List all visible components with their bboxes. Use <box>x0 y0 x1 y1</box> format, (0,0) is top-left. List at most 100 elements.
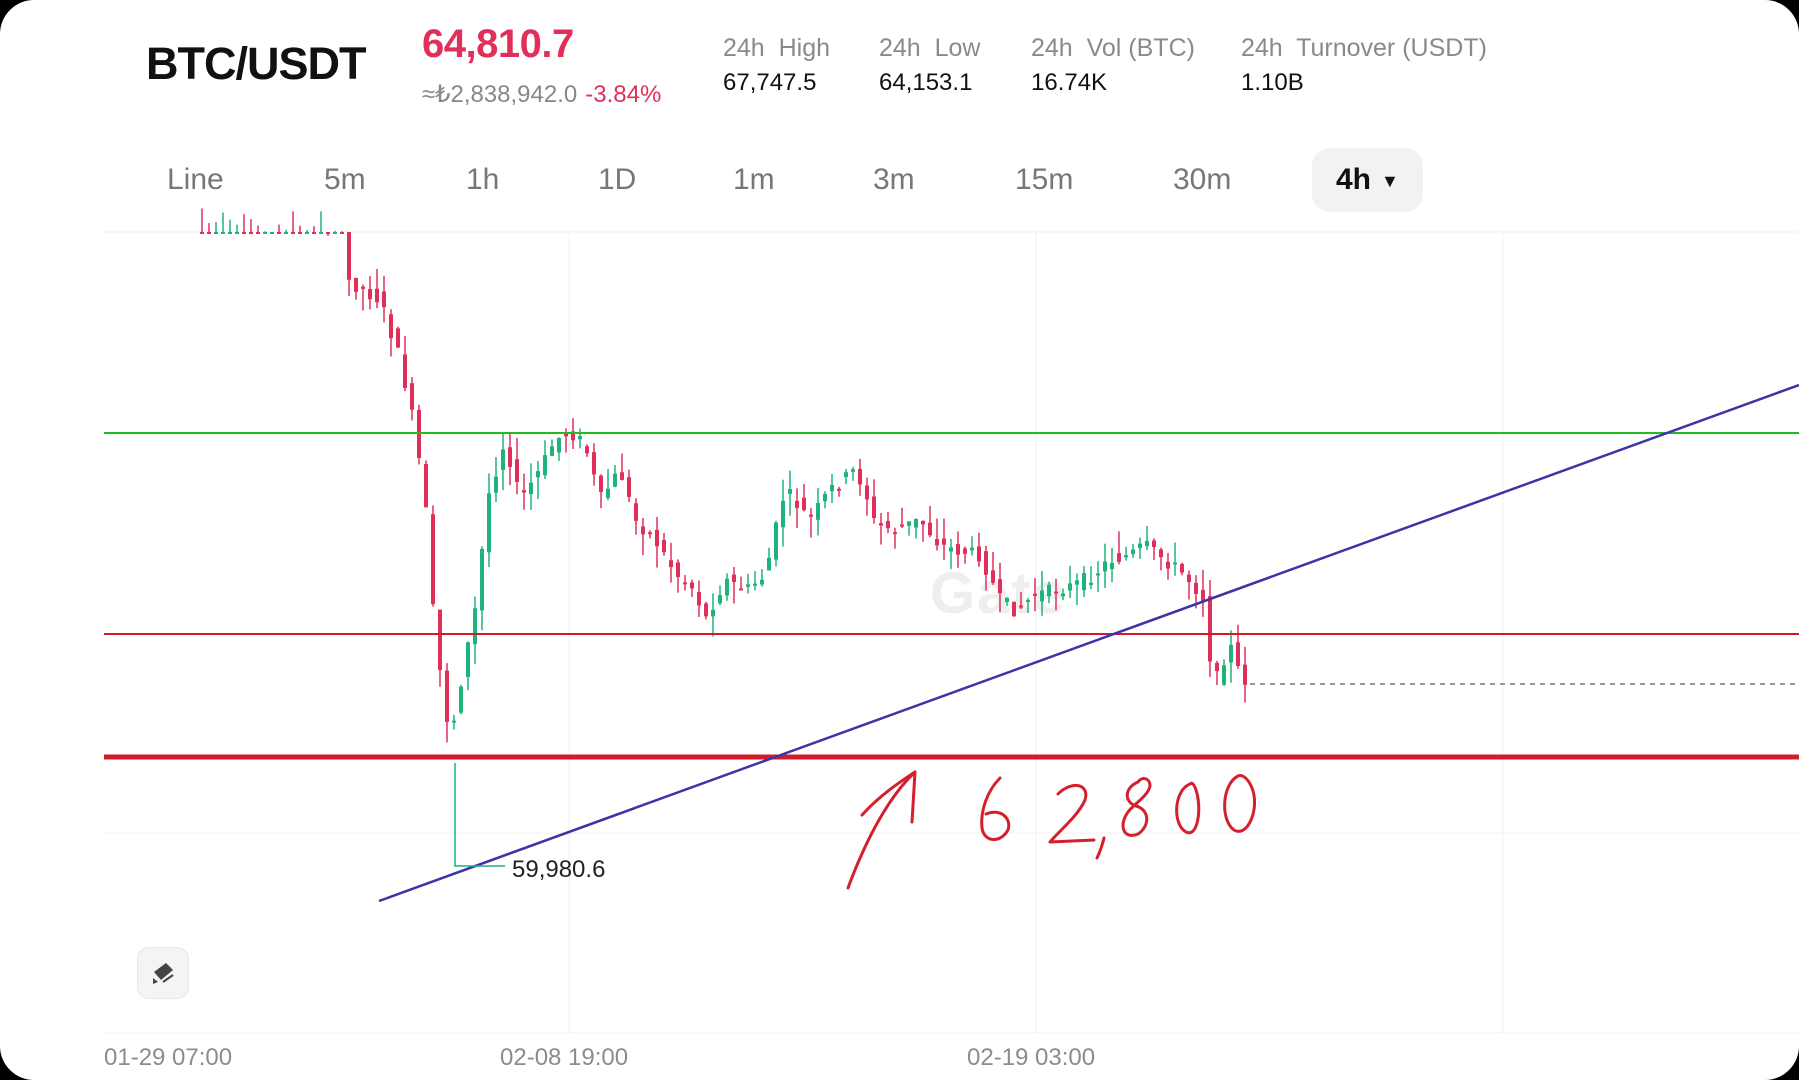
candle-body <box>466 642 470 677</box>
candle-body <box>1131 549 1135 555</box>
candle-body <box>424 464 428 508</box>
tab-5m[interactable]: 5m <box>324 163 366 196</box>
candle-body <box>1075 580 1079 585</box>
stat-label: 24h Low <box>879 34 981 62</box>
candle-body <box>592 452 596 475</box>
candle-body <box>431 514 435 605</box>
candle-body <box>557 438 561 453</box>
candle-body <box>487 493 491 553</box>
candle-body <box>1138 543 1142 549</box>
candle-body <box>1061 593 1065 597</box>
candle-body <box>935 539 939 546</box>
candle-body <box>655 529 659 547</box>
converted-price-row: ≈₺2,838,942.0 -3.84% <box>422 80 661 109</box>
candle-body <box>1019 605 1023 608</box>
candle-body <box>844 472 848 477</box>
candle-body <box>522 490 526 493</box>
candle-body <box>858 468 862 485</box>
tab-1h[interactable]: 1h <box>466 163 500 196</box>
candle-body <box>732 574 736 583</box>
candle-body <box>893 532 897 535</box>
stat-value: 64,153.1 <box>879 69 973 96</box>
candle-body <box>795 500 799 508</box>
candle-body <box>438 609 442 671</box>
candle-body <box>914 519 918 528</box>
candle-body <box>767 557 771 571</box>
tab-4h[interactable]: 4h ▼ <box>1312 148 1423 212</box>
chevron-down-icon: ▼ <box>1381 171 1399 192</box>
stat-label: 24h Turnover (USDT) <box>1241 34 1487 62</box>
tab-15m[interactable]: 15m <box>1015 163 1074 196</box>
candle-body <box>354 277 358 292</box>
stat-value: 67,747.5 <box>723 69 817 96</box>
candle-body <box>879 523 883 526</box>
candle-body <box>648 532 652 535</box>
candle-body <box>830 484 834 492</box>
candle-body <box>207 232 211 234</box>
candle-body <box>326 232 330 234</box>
candle-body <box>865 485 869 500</box>
candle-body <box>1103 561 1107 572</box>
stat-value: 16.74K <box>1031 69 1108 96</box>
tab-30m[interactable]: 30m <box>1173 163 1232 196</box>
tab-4h-label: 4h <box>1336 163 1372 196</box>
candle-body <box>1236 642 1240 666</box>
candle-body <box>389 314 393 339</box>
candle-body <box>403 354 407 388</box>
candle-body <box>382 291 386 308</box>
candle-body <box>1005 597 1009 603</box>
candle-body <box>697 592 701 606</box>
candle-body <box>816 503 820 520</box>
candle-body <box>1026 599 1030 603</box>
candle-body <box>746 584 750 587</box>
x-axis-label: 02-19 03:00 <box>967 1044 1096 1071</box>
timeframe-tabs: Line 5m 1h 1D 1m 3m 15m 30m 4h ▼ <box>0 148 1799 212</box>
handwritten-annotation <box>846 770 1257 890</box>
x-axis-label: 02-08 19:00 <box>500 1044 629 1071</box>
candle-body <box>312 232 316 234</box>
candle-body <box>725 578 729 596</box>
candle-body <box>1180 563 1184 573</box>
candle-body <box>669 560 673 568</box>
candles <box>200 208 1247 743</box>
candle-body <box>599 475 603 492</box>
tab-3m[interactable]: 3m <box>873 163 915 196</box>
tab-1m[interactable]: 1m <box>733 163 775 196</box>
candle-body <box>739 588 743 591</box>
candle-body <box>473 608 477 645</box>
candle-body <box>613 473 617 487</box>
candle-body <box>571 431 575 441</box>
tab-1d[interactable]: 1D <box>598 163 637 196</box>
candle-body <box>1082 573 1086 591</box>
candle-body <box>711 609 715 617</box>
candle-body <box>277 232 281 234</box>
stat-label: 24h Vol (BTC) <box>1031 34 1195 62</box>
candle-body <box>683 582 687 585</box>
candle-body <box>536 471 540 478</box>
candle-body <box>1047 584 1051 597</box>
candle-body <box>1117 553 1121 562</box>
candle-body <box>753 583 757 586</box>
candle-body <box>956 544 960 555</box>
candle-body <box>963 548 967 554</box>
candle-body <box>529 482 533 495</box>
tab-line[interactable]: Line <box>167 163 224 196</box>
candle-body <box>641 526 645 535</box>
candle-body <box>1215 662 1219 672</box>
candle-body <box>802 497 806 511</box>
candle-body <box>501 449 505 470</box>
drawing-tool-button[interactable] <box>137 947 189 999</box>
trend-line[interactable] <box>378 383 1799 903</box>
candle-body <box>1068 583 1072 591</box>
candle-body <box>228 232 232 234</box>
change-percent: -3.84% <box>585 81 662 108</box>
candle-body <box>459 686 463 713</box>
candle-body <box>942 538 946 545</box>
candle-body <box>704 603 708 617</box>
candle-body <box>1089 582 1093 585</box>
candle-body <box>676 562 680 578</box>
candle-body <box>585 446 589 454</box>
low-marker-leader <box>454 763 505 867</box>
